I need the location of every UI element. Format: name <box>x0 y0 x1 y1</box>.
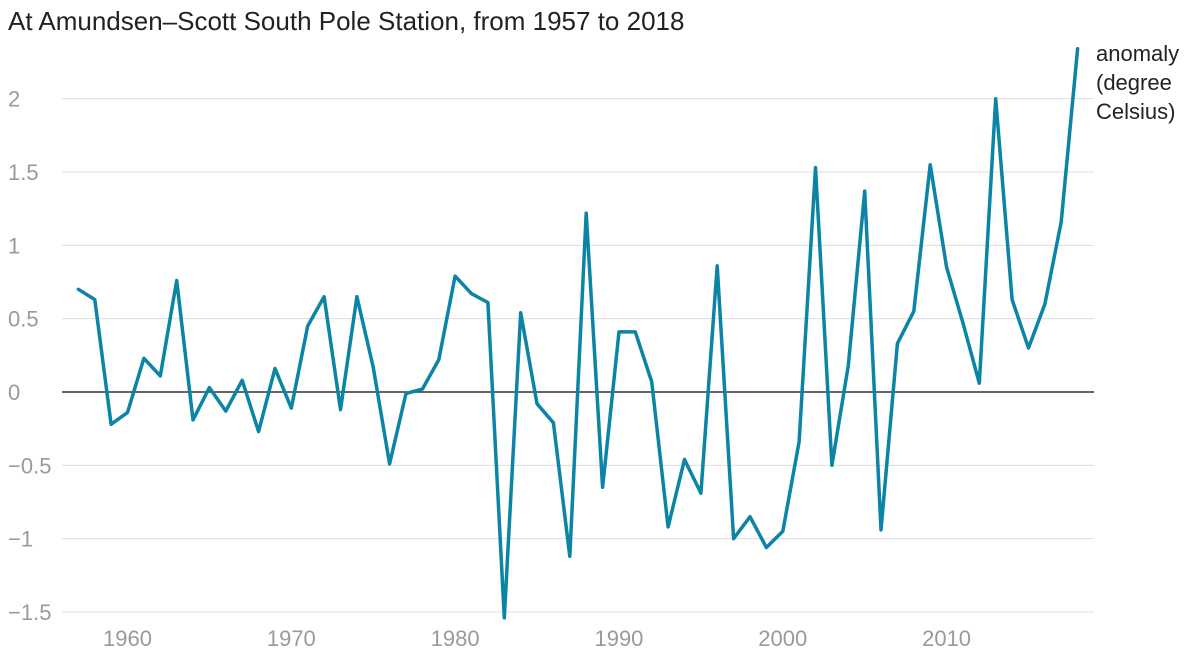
x-axis-tick-labels: 1960 1970 1980 1990 2000 2010 <box>103 626 971 651</box>
x-tick-label: 2010 <box>922 626 971 651</box>
x-tick-label: 2000 <box>758 626 807 651</box>
y-tick-label: 0 <box>8 380 20 405</box>
y-tick-label: −0.5 <box>8 453 51 478</box>
x-tick-label: 1980 <box>431 626 480 651</box>
x-tick-label: 1970 <box>267 626 316 651</box>
series-layer <box>76 47 1080 620</box>
y-tick-label: −1.5 <box>8 600 51 625</box>
series-line <box>76 47 1080 620</box>
x-tick-label: 1960 <box>103 626 152 651</box>
y-tick-label: 2 <box>8 87 20 112</box>
chart-title: At Amundsen–Scott South Pole Station, fr… <box>8 6 685 36</box>
y-tick-label: 1.5 <box>8 160 39 185</box>
y-tick-label: 1 <box>8 233 20 258</box>
series-label-line: anomaly <box>1096 41 1179 66</box>
x-tick-label: 1990 <box>594 626 643 651</box>
series-label-line: Celsius) <box>1096 99 1175 124</box>
y-tick-label: 0.5 <box>8 307 39 332</box>
y-axis-tick-labels: −1.5 −1 −0.5 0 0.5 1 1.5 2 <box>8 87 51 625</box>
series-label-line: (degree <box>1096 70 1172 95</box>
y-tick-label: −1 <box>8 527 33 552</box>
gridlines <box>62 98 1094 613</box>
series-label-group: anomaly (degree Celsius) <box>1096 41 1179 124</box>
